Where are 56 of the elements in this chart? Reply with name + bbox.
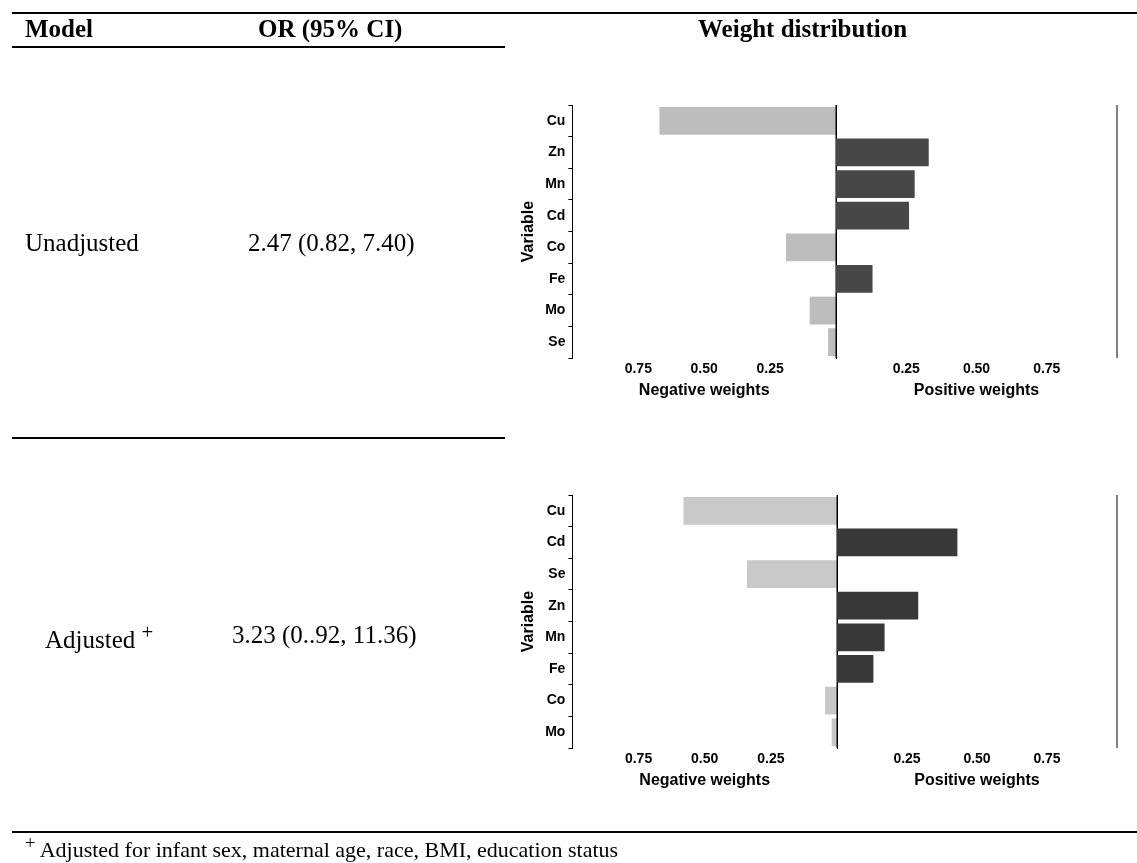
- y-tick-label: Fe: [549, 269, 566, 286]
- y-tick-label: Cd: [546, 206, 566, 223]
- y-tick-label: Zn: [548, 143, 566, 160]
- x-tick-label: 0.50: [963, 750, 991, 767]
- bar: [837, 655, 874, 683]
- bar: [785, 233, 836, 262]
- y-tick-label: Co: [546, 691, 566, 708]
- y-tick-label: Cu: [546, 501, 566, 518]
- bar: [809, 296, 836, 325]
- y-tick-label: Mo: [545, 301, 566, 318]
- x-tick-label: 0.50: [690, 360, 719, 377]
- bar: [836, 138, 929, 167]
- bar: [837, 528, 958, 557]
- bar: [683, 496, 837, 525]
- bar: [837, 623, 885, 652]
- text: Model: [25, 15, 94, 43]
- text: 3.23 (0..92, 11.36): [232, 621, 417, 649]
- y-tick-label: Fe: [549, 659, 566, 676]
- x-tick-label: 0.75: [1033, 360, 1061, 377]
- bar: [825, 686, 837, 715]
- x-axis-title: Positive weights: [913, 380, 1040, 398]
- y-axis-title: Variable: [519, 590, 537, 653]
- text: $^{+}$ Adjusted for infant sex, maternal age, race, BMI, education status: [25, 833, 619, 863]
- text: Unadjusted: [25, 229, 139, 257]
- x-tick-label: 0.75: [1033, 750, 1061, 767]
- text: 2.47 (0.82, 7.40): [248, 229, 415, 257]
- x-tick-label: 0.25: [757, 750, 785, 767]
- y-tick-label: Mo: [545, 723, 566, 740]
- x-tick-label: 0.50: [691, 750, 719, 767]
- x-tick-label: 0.25: [892, 360, 921, 377]
- y-tick-label: Se: [548, 333, 566, 350]
- text: OR (95% CI): [258, 15, 403, 43]
- x-tick-label: 0.75: [624, 750, 653, 767]
- x-axis-title: Negative weights: [638, 380, 770, 398]
- y-tick-label: Co: [546, 238, 566, 255]
- y-tick-label: Se: [548, 564, 566, 581]
- y-tick-label: Mn: [545, 628, 566, 645]
- bar: [836, 170, 915, 198]
- bar: [836, 201, 910, 230]
- bar: [659, 106, 836, 135]
- y-tick-label: Mn: [545, 174, 566, 191]
- x-tick-label: 0.25: [756, 360, 784, 377]
- y-tick-label: Cu: [546, 111, 566, 128]
- y-tick-label: Zn: [548, 596, 566, 613]
- text: Adjusted $^{+}$: [45, 620, 154, 654]
- bar: [747, 560, 837, 588]
- y-tick-label: Cd: [546, 533, 566, 550]
- x-axis-title: Negative weights: [639, 770, 771, 788]
- bar: [836, 265, 873, 293]
- bar: [837, 591, 919, 620]
- x-axis-title: Positive weights: [914, 770, 1040, 788]
- y-axis-title: Variable: [519, 200, 537, 263]
- x-tick-label: 0.25: [893, 750, 921, 767]
- text: Weight distribution: [698, 15, 908, 43]
- x-tick-label: 0.50: [962, 360, 991, 377]
- x-tick-label: 0.75: [624, 360, 653, 377]
